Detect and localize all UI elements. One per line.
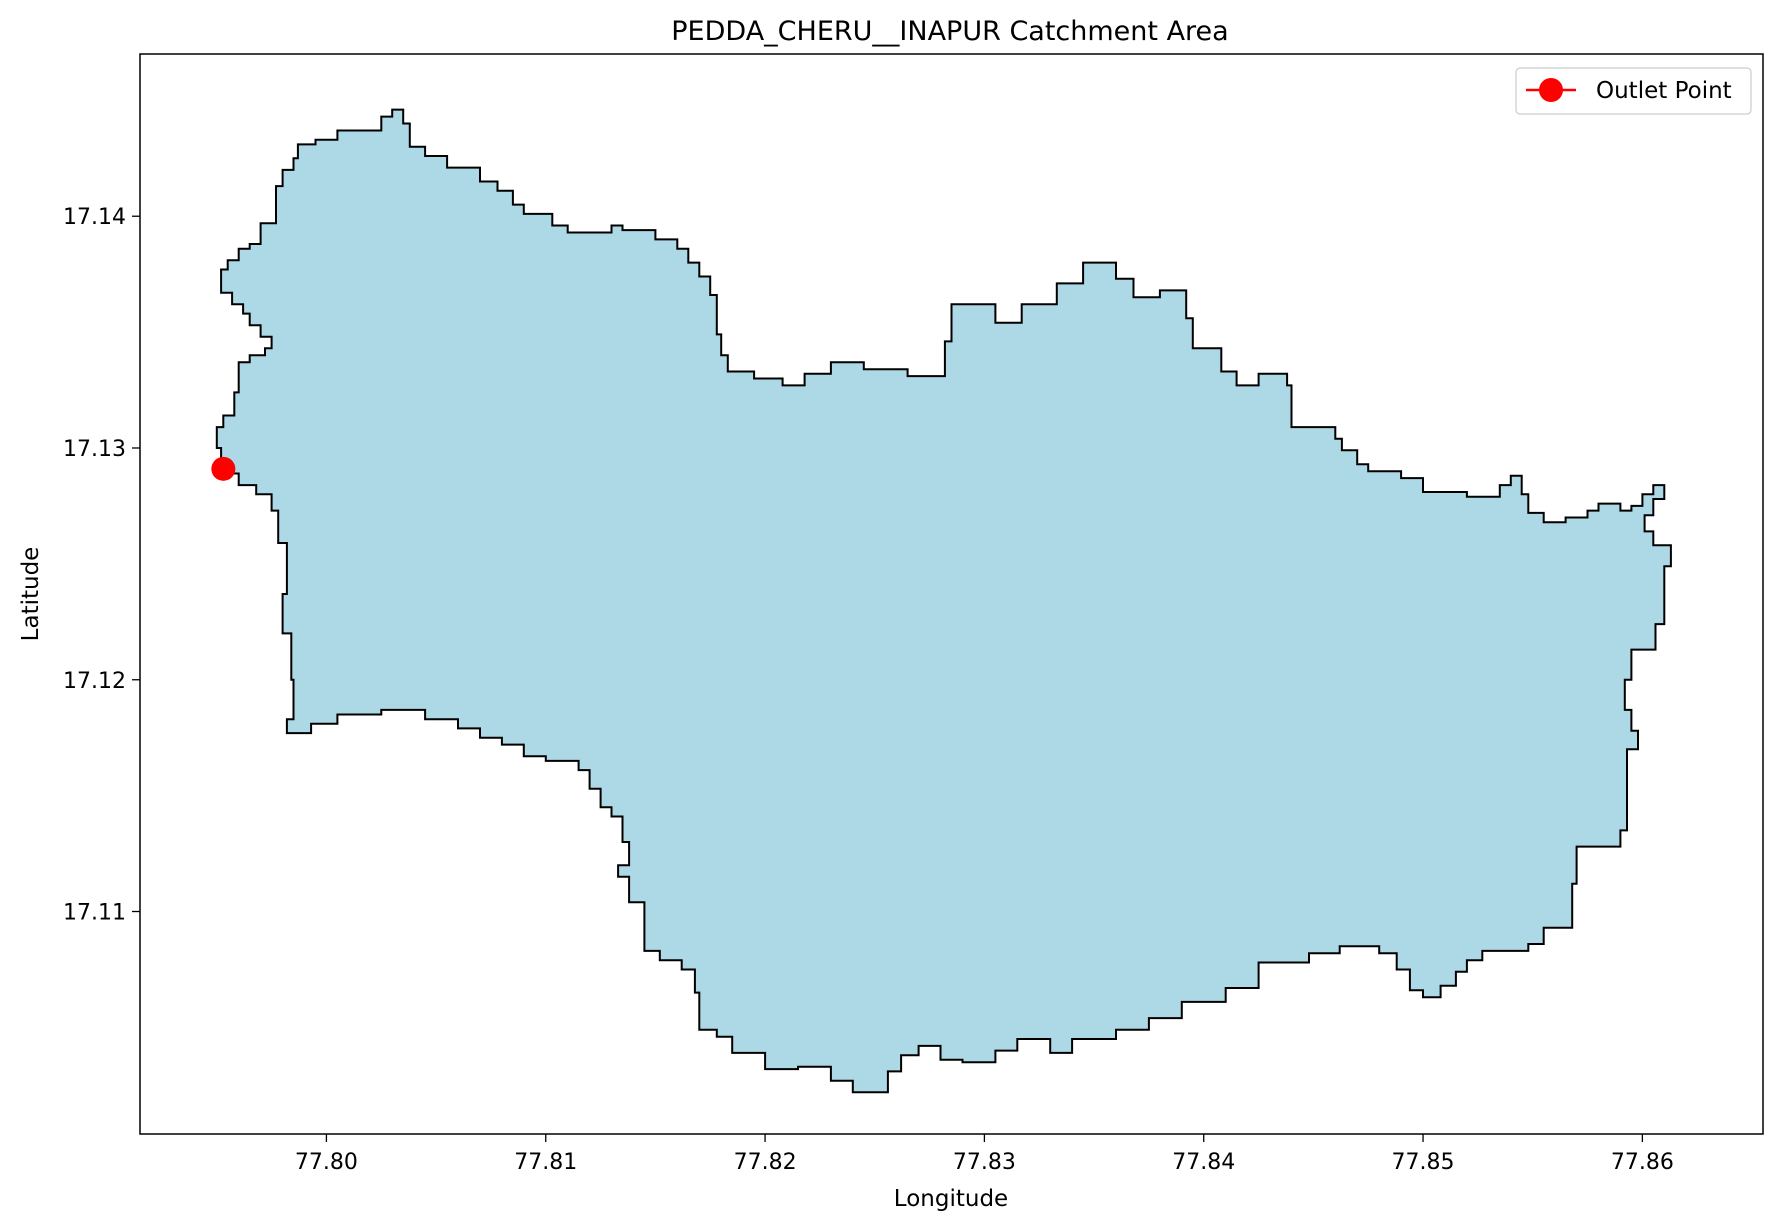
x-tick-label: 77.82 [734,1150,797,1175]
y-tick-label: 17.11 [63,901,126,926]
x-tick-label: 77.80 [295,1150,358,1175]
y-tick-label: 17.14 [63,205,126,230]
x-tick-label: 77.84 [1172,1150,1235,1175]
plot-frame [139,53,1764,1135]
x-tick-label: 77.86 [1611,1150,1674,1175]
y-axis-ticks: 17.11 17.12 17.13 17.14 [63,205,140,926]
legend-label-outlet-point: Outlet Point [1596,78,1732,104]
legend: Outlet Point [1515,67,1752,115]
x-tick-label: 77.81 [514,1150,577,1175]
plot-area [211,108,1672,1094]
x-axis-label: Longitude [894,1186,1008,1212]
chart-title: PEDDA_CHERU__INAPUR Catchment Area [671,16,1228,47]
y-axis-label: Latitude [18,547,44,642]
y-tick-label: 17.13 [63,437,126,462]
legend-marker [1539,78,1563,102]
x-tick-label: 77.85 [1392,1150,1455,1175]
x-tick-label: 77.83 [953,1150,1016,1175]
x-axis-ticks: 77.80 77.81 77.82 77.83 77.84 77.85 77.86 [295,1134,1674,1175]
outlet-point-marker [211,456,236,481]
catchment-polygon [215,108,1672,1094]
legend-box [1515,67,1752,115]
y-tick-label: 17.12 [63,669,126,694]
